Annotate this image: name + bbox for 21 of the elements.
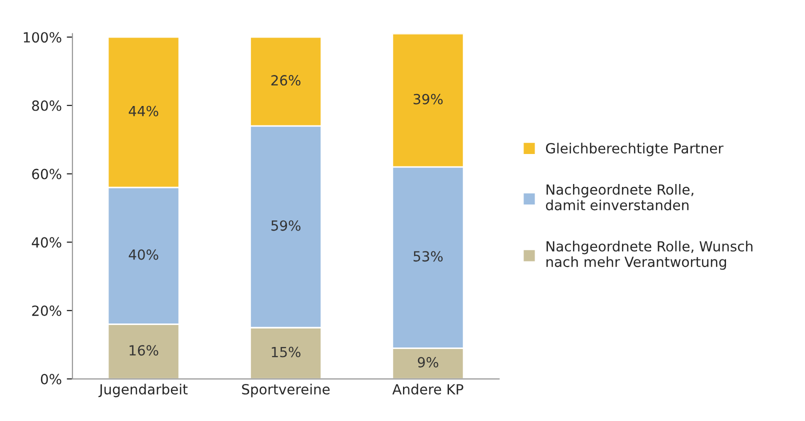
data-label: 53%	[414, 251, 443, 262]
legend-label: Nachgeordnete Rolle, Wunsch nach mehr Verantwortung	[546, 240, 752, 270]
legend-label: Nachgeordnete Rolle, damit einverstanden	[546, 184, 694, 210]
data-label: 9%	[418, 357, 438, 368]
y-tick-label: 20%	[32, 306, 62, 316]
y-tick-label: 0%	[40, 374, 62, 384]
data-label: 59%	[271, 220, 300, 231]
data-label: 40%	[128, 249, 158, 260]
x-tick-label: Sportvereine	[242, 384, 330, 398]
y-tick-label: 80%	[32, 100, 62, 111]
data-label: 39%	[414, 94, 443, 104]
data-label: 16%	[130, 345, 158, 356]
data-label: 15%	[272, 346, 300, 358]
x-tick-label: Andere KP	[392, 384, 464, 395]
legend-label: Gleichberechtigte Partner	[546, 142, 724, 156]
y-tick-label: 60%	[32, 168, 62, 180]
data-label: 26%	[271, 75, 300, 86]
y-tick-label: 40%	[32, 237, 62, 248]
x-tick-label: Jugendarbeit	[98, 384, 188, 398]
y-tick-label: 100%	[24, 32, 62, 43]
data-label: 44%	[128, 106, 158, 116]
